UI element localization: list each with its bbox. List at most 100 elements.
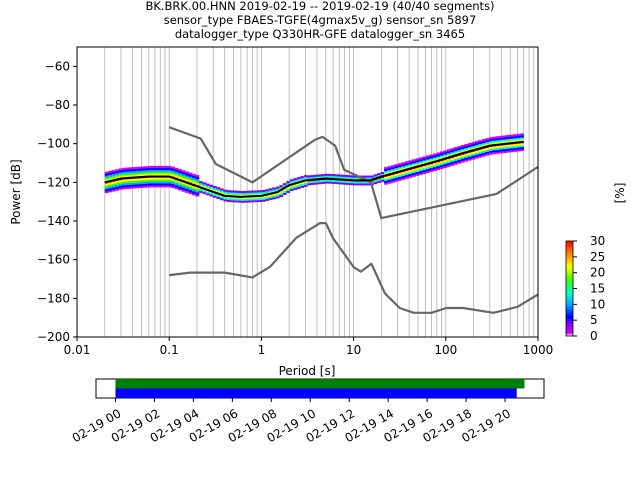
heat-cell (509, 136, 514, 139)
heat-cell (125, 169, 130, 172)
heat-cell (164, 185, 168, 188)
heat-cell (164, 171, 168, 174)
heat-cell (171, 178, 175, 181)
colorbar-tick-label: 5 (590, 313, 598, 327)
heat-cell (202, 186, 207, 189)
heat-cell (394, 166, 399, 169)
heat-cell (356, 183, 360, 186)
heat-cell (310, 180, 315, 183)
heat-cell (422, 169, 427, 173)
heat-cell (122, 181, 127, 184)
heat-cell (206, 187, 210, 190)
heat-cell (188, 180, 193, 183)
heat-cell (139, 168, 144, 171)
heat-cell (398, 172, 402, 175)
heat-cell (422, 158, 427, 161)
y-tick-label: −160 (37, 253, 70, 267)
heat-cell (226, 199, 231, 203)
heat-cell (111, 181, 116, 184)
heat-cell (443, 161, 448, 165)
heat-cell (373, 182, 378, 185)
heat-cell (268, 188, 273, 191)
heat-cell (408, 175, 413, 178)
heat-cell (115, 182, 120, 185)
heat-cell (157, 169, 161, 172)
heat-cell (398, 165, 402, 168)
heat-cell (202, 192, 207, 195)
heat-cell (502, 148, 507, 152)
heat-cell (223, 191, 228, 194)
heat-cell (387, 171, 392, 175)
heat-cell (450, 150, 455, 153)
heat-cell (174, 187, 179, 190)
heat-cell (188, 184, 193, 187)
heat-cell (516, 133, 521, 136)
heat-cell (425, 165, 430, 168)
heat-cell (261, 197, 266, 200)
heat-cell (104, 187, 109, 190)
x-tick-label: 0.1 (160, 343, 179, 357)
heat-cell (394, 179, 399, 182)
heat-cell (118, 181, 123, 185)
heat-cell (167, 181, 172, 184)
heat-cell (129, 184, 133, 187)
heat-cell (153, 183, 158, 186)
heat-cell (111, 171, 116, 175)
heat-cell (349, 177, 353, 180)
heat-cell (415, 162, 420, 165)
heat-cell (439, 161, 444, 164)
heat-cell (129, 186, 133, 189)
heat-cell (398, 174, 402, 177)
heat-cell (478, 142, 483, 145)
heat-cell (418, 167, 423, 170)
heat-cell (310, 176, 315, 180)
heat-cell (303, 182, 308, 185)
heat-cell (223, 199, 228, 202)
heat-cell (157, 181, 161, 184)
heat-cell (143, 166, 147, 169)
heat-cell (251, 190, 256, 193)
heat-cell (436, 158, 441, 161)
heat-cell (122, 185, 127, 188)
heat-cell (513, 143, 518, 147)
heat-cell (188, 186, 193, 189)
heat-cell (408, 160, 413, 163)
heat-cell (167, 167, 172, 170)
heat-cell (436, 156, 441, 159)
heat-cell (446, 164, 451, 167)
heat-cell (415, 169, 420, 173)
heat-cell (216, 187, 221, 190)
heat-cell (296, 177, 301, 180)
heat-cell (411, 174, 416, 177)
heat-cell (453, 152, 458, 156)
heat-cell (178, 180, 182, 183)
heat-cell (111, 185, 116, 188)
heat-cell (275, 188, 280, 191)
heat-cell (240, 191, 245, 194)
heat-cell (481, 139, 486, 142)
heat-cell (171, 185, 175, 189)
heat-cell (324, 175, 329, 178)
heat-cell (223, 189, 228, 192)
heat-cell (192, 179, 196, 182)
x-tick-label: 1 (258, 343, 266, 357)
heat-cell (373, 176, 378, 179)
heat-cell (439, 166, 444, 170)
heat-cell (195, 180, 200, 184)
heat-cell (425, 159, 430, 162)
heat-cell (286, 188, 291, 191)
heat-cell (195, 192, 200, 195)
heat-cell (195, 194, 200, 197)
heat-cell (457, 155, 462, 158)
heat-cell (464, 143, 469, 147)
heat-cell (265, 198, 270, 201)
heat-cell (415, 158, 420, 161)
heat-cell (289, 181, 294, 184)
heat-cell (495, 145, 500, 149)
heat-cell (192, 181, 196, 184)
heat-cell (453, 160, 458, 163)
heat-cell (513, 145, 518, 148)
heat-cell (139, 185, 144, 188)
heat-cell (164, 169, 168, 172)
